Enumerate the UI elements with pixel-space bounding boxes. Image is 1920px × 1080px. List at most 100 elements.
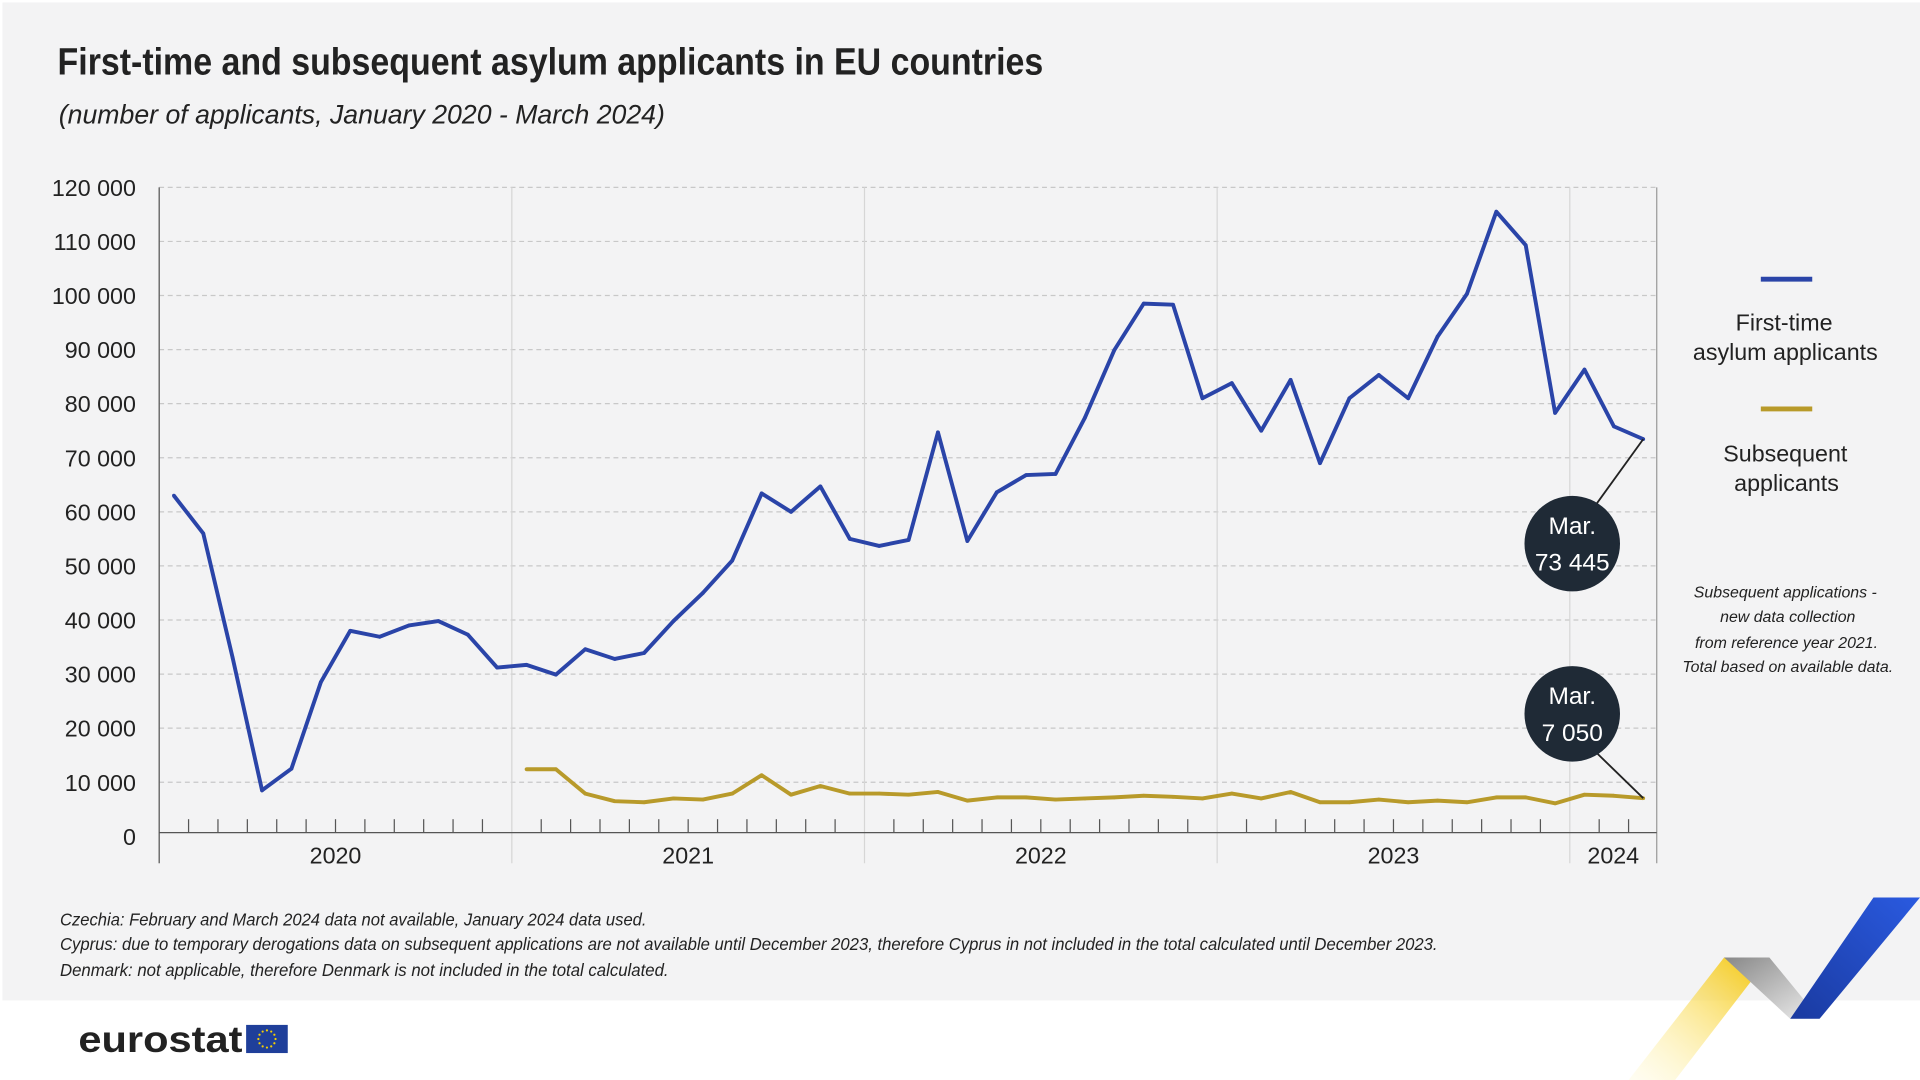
data-point: [1024, 795, 1028, 800]
data-point: [1376, 373, 1381, 377]
data-point: [1494, 795, 1499, 800]
data-point: [789, 510, 793, 514]
y-tick-label: 70 000: [65, 445, 136, 471]
data-point: [1230, 791, 1234, 796]
data-point: [1494, 209, 1499, 214]
x-tick-label: 2023: [1368, 842, 1420, 868]
eu-flag-icon: [246, 1024, 288, 1054]
data-point: [1523, 795, 1528, 800]
y-tick-label: 50 000: [65, 553, 136, 579]
y-tick-label: 0: [123, 824, 136, 850]
eu-star: [265, 1046, 269, 1049]
data-point: [1024, 473, 1028, 477]
data-point: [1083, 415, 1087, 420]
data-point: [1200, 796, 1205, 801]
data-point: [1612, 424, 1616, 429]
data-point: [994, 490, 999, 495]
legend-label-first-time-2: asylum applicants: [1693, 339, 1878, 365]
chart-subtitle: (number of applicants, January 2020 - Ma…: [59, 100, 665, 130]
data-point: [407, 623, 411, 628]
eu-star: [257, 1037, 260, 1041]
eu-star: [258, 1033, 261, 1036]
data-point: [436, 619, 441, 623]
legend-label-first-time-1: First-time: [1736, 310, 1833, 336]
annotation-leader: [1593, 438, 1645, 508]
data-point: [1259, 428, 1264, 433]
decorative-swoosh-icon: [1628, 897, 1920, 1080]
series-lines: [172, 209, 1646, 806]
data-point: [1200, 396, 1205, 401]
annotation-bubble: Mar. 7 050: [1524, 666, 1644, 799]
legend-label-subsequent-1: Subsequent: [1723, 441, 1848, 467]
x-axis: 2020 2021 2022 2023 2024: [187, 819, 1639, 868]
data-point: [1141, 793, 1146, 798]
data-point: [877, 544, 882, 548]
data-point: [877, 791, 882, 796]
data-point: [583, 791, 588, 796]
data-point: [936, 430, 940, 435]
data-point: [671, 796, 676, 801]
data-point: [1230, 381, 1234, 385]
y-tick-label: 10 000: [65, 770, 136, 796]
x-tick-label: 2021: [662, 842, 714, 868]
data-point: [1582, 792, 1587, 797]
data-point: [671, 619, 676, 623]
data-point: [612, 657, 617, 661]
data-point: [1406, 800, 1410, 805]
eurostat-logo: eurostat: [78, 1019, 288, 1060]
y-tick-label: 120 000: [52, 175, 136, 201]
annotation-bubble: Mar. 73 445: [1524, 438, 1645, 592]
data-point: [1259, 796, 1264, 801]
data-point: [1318, 800, 1322, 805]
annotation-month: Mar.: [1548, 513, 1596, 540]
data-point: [1171, 302, 1175, 307]
eu-star: [258, 1042, 261, 1045]
legend-note-2: new data collection: [1720, 609, 1855, 626]
data-point: [1171, 795, 1175, 799]
data-point: [701, 797, 705, 802]
y-tick-label: 100 000: [52, 283, 136, 309]
data-point: [1435, 798, 1440, 803]
data-point: [1112, 795, 1117, 800]
data-point: [936, 790, 940, 794]
data-point: [1376, 797, 1381, 802]
data-point: [1582, 367, 1587, 372]
footnote-denmark: Denmark: not applicable, therefore Denma…: [60, 960, 669, 980]
data-point: [465, 632, 470, 637]
eu-star: [273, 1042, 276, 1045]
data-point: [1347, 800, 1352, 805]
x-tick-label: 2024: [1587, 842, 1639, 868]
chart-panel: [2, 2, 1920, 1001]
data-point: [583, 647, 588, 652]
data-point: [1347, 396, 1352, 401]
legend: First-time asylum applicants Subsequent …: [1682, 276, 1893, 676]
data-point: [554, 767, 558, 772]
data-point: [1553, 411, 1557, 415]
data-point: [1318, 461, 1322, 465]
data-point: [847, 537, 852, 541]
legend-note-3: from reference year 2021.: [1695, 635, 1878, 652]
data-point: [789, 792, 793, 797]
eu-star: [265, 1029, 269, 1032]
legend-note-1: Subsequent applications -: [1694, 585, 1877, 602]
data-point: [201, 531, 206, 536]
data-point: [524, 767, 529, 772]
data-point: [1083, 796, 1087, 801]
data-point: [260, 788, 264, 793]
x-tick-label: 2022: [1015, 842, 1067, 868]
data-point: [1612, 793, 1616, 798]
y-tick-label: 30 000: [65, 662, 136, 688]
data-point: [1112, 348, 1117, 352]
data-point: [759, 491, 764, 496]
eu-star: [273, 1033, 276, 1036]
data-point: [965, 798, 970, 803]
annotation-circle: [1524, 495, 1620, 592]
data-point: [1141, 301, 1146, 306]
y-tick-label: 20 000: [65, 716, 136, 742]
data-point: [612, 799, 617, 804]
grid: [158, 186, 1658, 864]
annotation-leader: [1593, 749, 1644, 799]
data-point: [1288, 378, 1293, 382]
y-tick-label: 80 000: [65, 391, 136, 417]
y-tick-label: 90 000: [65, 337, 136, 363]
